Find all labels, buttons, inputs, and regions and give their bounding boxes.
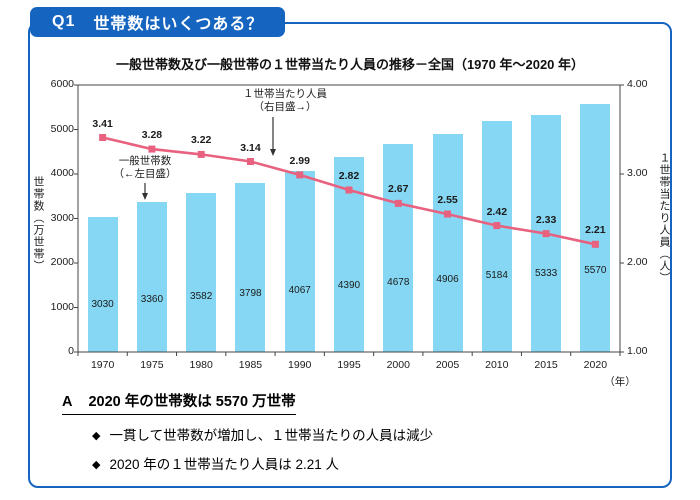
answer-bullets: ◆ 一貫して世帯数が増加し、１世帯当たりの人員は減少 ◆ 2020 年の１世帯当たり…	[62, 424, 433, 473]
line-value-label: 2.55	[437, 194, 458, 207]
bar-2005	[432, 133, 463, 352]
answer-bullet-2: ◆ 2020 年の１世帯当たり人員は 2.21 人	[92, 453, 433, 473]
line-value-label: 3.28	[141, 129, 163, 142]
line-value-label: 2.99	[289, 154, 310, 167]
line-value-label: 2.42	[486, 205, 508, 218]
line-value-label: 3.41	[92, 117, 113, 130]
x-axis-year-label: 1975	[140, 359, 164, 371]
annotation-bar-series: 一般世帯数 （←左目盛）	[113, 155, 177, 180]
question-badge: Q1 世帯数はいくつある？	[30, 7, 286, 37]
bar-value-label: 4067	[288, 284, 311, 296]
left-axis-tick-label: 6000	[50, 78, 74, 90]
x-axis-year-label: 1980	[189, 359, 213, 371]
bar-1990	[284, 171, 315, 352]
x-axis-year-label: 2010	[485, 359, 509, 371]
x-axis-year-label: 1990	[288, 359, 312, 371]
left-axis-tick-label: 5000	[50, 122, 74, 135]
right-axis-tick-label: 4.00	[627, 78, 648, 90]
x-axis-year-label: 1970	[90, 359, 115, 371]
bar-value-label: 4390	[337, 280, 361, 292]
left-axis-title: 世帯数（万世帯）	[32, 176, 44, 272]
line-value-label: 2.33	[535, 213, 557, 226]
diamond-icon: ◆	[92, 430, 101, 442]
right-axis-tick-label: 2.00	[627, 256, 648, 268]
annotation-line-series: １世帯当たり人員 （右目盛→）	[243, 88, 327, 113]
bar-value-label: 3798	[239, 288, 262, 300]
right-axis-tick-label: 3.00	[627, 167, 648, 179]
bar-value-label: 4678	[387, 276, 410, 288]
x-axis-year-label: 1995	[337, 359, 361, 371]
bar-value-label: 5333	[534, 267, 558, 279]
line-value-label: 3.14	[240, 141, 261, 154]
x-axis-year-label: 2000	[386, 359, 410, 371]
left-axis-tick-label: 2000	[50, 256, 74, 268]
bar-2010	[481, 121, 512, 352]
answer-bullet-1: ◆ 一貫して世帯数が増加し、１世帯当たりの人員は減少	[92, 424, 433, 444]
bar-2000	[383, 143, 414, 352]
left-axis-tick-label: 0	[68, 345, 74, 357]
answer-heading: A 2020 年の世帯数は 5570 万世帯	[62, 390, 296, 415]
left-axis-tick-label: 1000	[50, 300, 74, 313]
bar-value-label: 3360	[140, 294, 164, 306]
bar-1980	[186, 192, 217, 352]
x-axis-year-label: 1985	[238, 359, 263, 371]
bar-value-label: 4906	[436, 273, 459, 285]
bar-value-label: 3030	[91, 298, 114, 310]
chart-title: 一般世帯数及び一般世帯の１世帯当たり人員の推移－全国（1970 年～2020 年…	[115, 57, 585, 72]
diamond-icon: ◆	[92, 459, 101, 471]
x-axis-unit: （年）	[604, 376, 636, 388]
bar-value-label: 5570	[584, 264, 607, 276]
answer-bullet-2-text: 2020 年の１世帯当たり人員は 2.21 人	[109, 457, 340, 472]
line-value-label: 3.22	[190, 134, 212, 147]
x-axis-year-label: 2005	[435, 359, 460, 371]
line-value-label: 2.67	[388, 183, 409, 196]
question-text: 世帯数はいくつある？	[93, 16, 264, 33]
bar-2015	[531, 114, 562, 352]
bar-1995	[334, 156, 364, 352]
bar-1975	[136, 202, 167, 352]
answer-heading-text: 2020 年の世帯数は 5570 万世帯	[88, 394, 296, 410]
right-axis-tick-label: 1.00	[627, 345, 648, 357]
answer-label: A	[62, 394, 73, 410]
outer-frame	[28, 22, 672, 488]
x-axis-year-label: 2015	[534, 359, 558, 371]
line-value-label: 2.82	[338, 170, 360, 183]
bar-value-label: 3582	[190, 291, 213, 303]
line-value-label: 2.21	[585, 224, 606, 237]
answer-bullet-1-text: 一貫して世帯数が増加し、１世帯当たりの人員は減少	[109, 428, 434, 443]
bar-1970	[87, 217, 118, 352]
answer-section: A 2020 年の世帯数は 5570 万世帯 ◆ 一貫して世帯数が増加し、１世帯当た…	[62, 390, 433, 473]
bar-value-label: 5184	[485, 269, 508, 281]
x-axis-year-label: 2020	[583, 359, 608, 371]
bar-1985	[235, 182, 266, 352]
left-axis-tick-label: 4000	[50, 167, 74, 179]
right-axis-title: １世帯当たり人員（人）	[658, 152, 670, 284]
question-number: Q1	[52, 13, 76, 30]
left-axis-tick-label: 3000	[50, 211, 74, 224]
